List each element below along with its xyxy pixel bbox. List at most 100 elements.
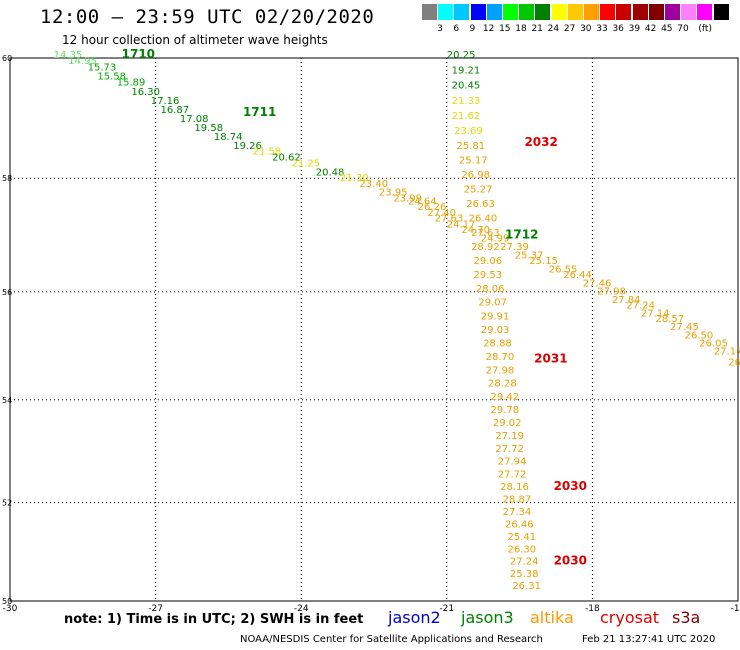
pass-time-label: 2030 bbox=[554, 479, 587, 493]
scale-swatch bbox=[454, 4, 470, 20]
wave-height-label: 26.05 bbox=[699, 338, 728, 349]
scale-label: 70 bbox=[677, 24, 689, 34]
scale-swatch bbox=[486, 4, 502, 20]
scale-label: 12 bbox=[482, 24, 495, 34]
scale-label: 36 bbox=[612, 24, 624, 34]
wave-height-label: 29.06 bbox=[473, 256, 502, 267]
scale-label: 42 bbox=[644, 24, 657, 34]
wave-height-label: 15.89 bbox=[117, 78, 146, 89]
scale-swatch bbox=[665, 4, 680, 20]
map-title: 12:00 – 23:59 UTC 02/20/2020 bbox=[40, 6, 375, 28]
x-tick-label: -15 bbox=[731, 604, 740, 614]
wave-height-label: 26.98 bbox=[461, 170, 490, 181]
wave-height-label: 26.63 bbox=[466, 199, 495, 210]
wave-height-label: 27.63 bbox=[471, 228, 500, 239]
wave-height-label: 24.64 bbox=[408, 196, 437, 207]
scale-swatch bbox=[535, 4, 551, 20]
wave-height-label: 28.28 bbox=[488, 379, 517, 390]
wave-height-label: 21.25 bbox=[291, 158, 320, 169]
wave-height-label: 26.40 bbox=[469, 214, 498, 225]
wave-height-label: 28.16 bbox=[500, 482, 529, 493]
scale-label: 9 bbox=[469, 24, 476, 34]
x-tick-label: -30 bbox=[3, 604, 18, 614]
scale-label: 24 bbox=[547, 24, 560, 34]
wave-height-label: 27.24 bbox=[626, 300, 655, 311]
scale-swatch bbox=[519, 4, 535, 20]
wave-height-label: 26.55 bbox=[549, 264, 578, 275]
wave-height-label: 28.06 bbox=[476, 284, 505, 295]
wave-height-label: 24.70 bbox=[461, 225, 490, 236]
wave-height-label: 29.91 bbox=[481, 311, 510, 322]
wave-height-label: 23.99 bbox=[393, 193, 422, 204]
scale-label: 6 bbox=[453, 24, 460, 34]
wave-height-label: 14.35 bbox=[54, 50, 83, 61]
y-tick-label: 52 bbox=[2, 499, 12, 508]
wave-height-label: 19.58 bbox=[194, 123, 223, 134]
legend-s3a: s3a bbox=[672, 608, 701, 627]
wave-height-label: 28.92 bbox=[471, 242, 500, 253]
scale-label: 15 bbox=[499, 24, 511, 34]
wave-height-label: 26.31 bbox=[512, 581, 541, 592]
y-tick-label: 60 bbox=[2, 54, 12, 63]
wave-height-label: 15.58 bbox=[97, 72, 126, 83]
wave-height-label: 27.45 bbox=[670, 322, 699, 333]
wave-height-label: 25.37 bbox=[515, 250, 544, 261]
scale-label: 3 bbox=[437, 24, 443, 34]
scale-swatch bbox=[616, 4, 632, 20]
wave-height-label: 26.26 bbox=[418, 202, 447, 213]
scale-label: 33 bbox=[596, 24, 608, 34]
wave-height-label: 26.24 bbox=[728, 357, 740, 368]
scale-swatch bbox=[567, 4, 583, 20]
wave-height-label: 27.19 bbox=[495, 431, 524, 442]
wave-height-label: 16.30 bbox=[131, 87, 160, 98]
scale-swatch bbox=[422, 4, 437, 20]
pass-time-label: 2031 bbox=[534, 352, 567, 366]
map-subtitle: 12 hour collection of altimeter wave hei… bbox=[62, 33, 328, 47]
wave-height-label: 20.25 bbox=[447, 50, 476, 61]
wave-height-label: 25.38 bbox=[510, 569, 539, 580]
pass-time-label: 1712 bbox=[505, 228, 538, 242]
x-tick-label: -24 bbox=[294, 604, 309, 614]
wave-height-label: 27.98 bbox=[486, 365, 515, 376]
legend-altika: altika bbox=[530, 608, 574, 627]
scale-swatch bbox=[713, 4, 729, 20]
wave-height-label: 27.40 bbox=[427, 208, 456, 219]
wave-height-label: 25.15 bbox=[529, 256, 558, 267]
scale-label: 18 bbox=[515, 24, 527, 34]
timestamp-text: Feb 21 13:27:41 UTC 2020 bbox=[582, 634, 716, 645]
scale-swatch bbox=[600, 4, 616, 20]
scale-swatch bbox=[697, 4, 713, 20]
map-frame bbox=[9, 57, 739, 602]
wave-height-label: 25.27 bbox=[464, 185, 493, 196]
wave-height-label: 24.99 bbox=[481, 233, 510, 244]
legend-cryosat: cryosat bbox=[600, 608, 660, 627]
pass-time-label: 2032 bbox=[524, 135, 557, 149]
wave-height-label: 26.30 bbox=[507, 544, 536, 555]
wave-height-label: 19.21 bbox=[452, 65, 481, 76]
wave-height-label: 25.41 bbox=[507, 532, 536, 543]
wave-height-label: 14.95 bbox=[68, 56, 97, 67]
wave-height-label: 26.46 bbox=[505, 520, 534, 531]
wave-height-label: 20.48 bbox=[316, 167, 345, 178]
wave-height-label: 27.63 bbox=[435, 214, 464, 225]
wave-height-label: 25.17 bbox=[459, 156, 488, 167]
pass-time-label: 2030 bbox=[554, 554, 587, 568]
scale-swatch bbox=[470, 4, 486, 20]
scale-label: 21 bbox=[531, 24, 543, 34]
wave-height-label: 29.53 bbox=[473, 270, 502, 281]
wave-height-label: 24.17 bbox=[447, 219, 476, 230]
scale-label: 30 bbox=[580, 24, 592, 34]
scale-label: 39 bbox=[628, 24, 641, 34]
y-tick-label: 54 bbox=[2, 396, 12, 405]
scale-label: (ft) bbox=[698, 24, 712, 34]
y-tick-label: 56 bbox=[2, 288, 12, 297]
wave-height-label: 27.72 bbox=[498, 469, 527, 480]
wave-height-label: 27.17 bbox=[714, 347, 740, 358]
wave-height-label: 23.40 bbox=[359, 179, 388, 190]
wave-height-label: 29.02 bbox=[493, 418, 522, 429]
scale-label: 27 bbox=[563, 24, 576, 34]
wave-height-label: 27.24 bbox=[510, 557, 539, 568]
units-note: note: 1) Time is in UTC; 2) SWH is in fe… bbox=[64, 612, 364, 627]
wave-height-label: 23.69 bbox=[454, 126, 483, 137]
